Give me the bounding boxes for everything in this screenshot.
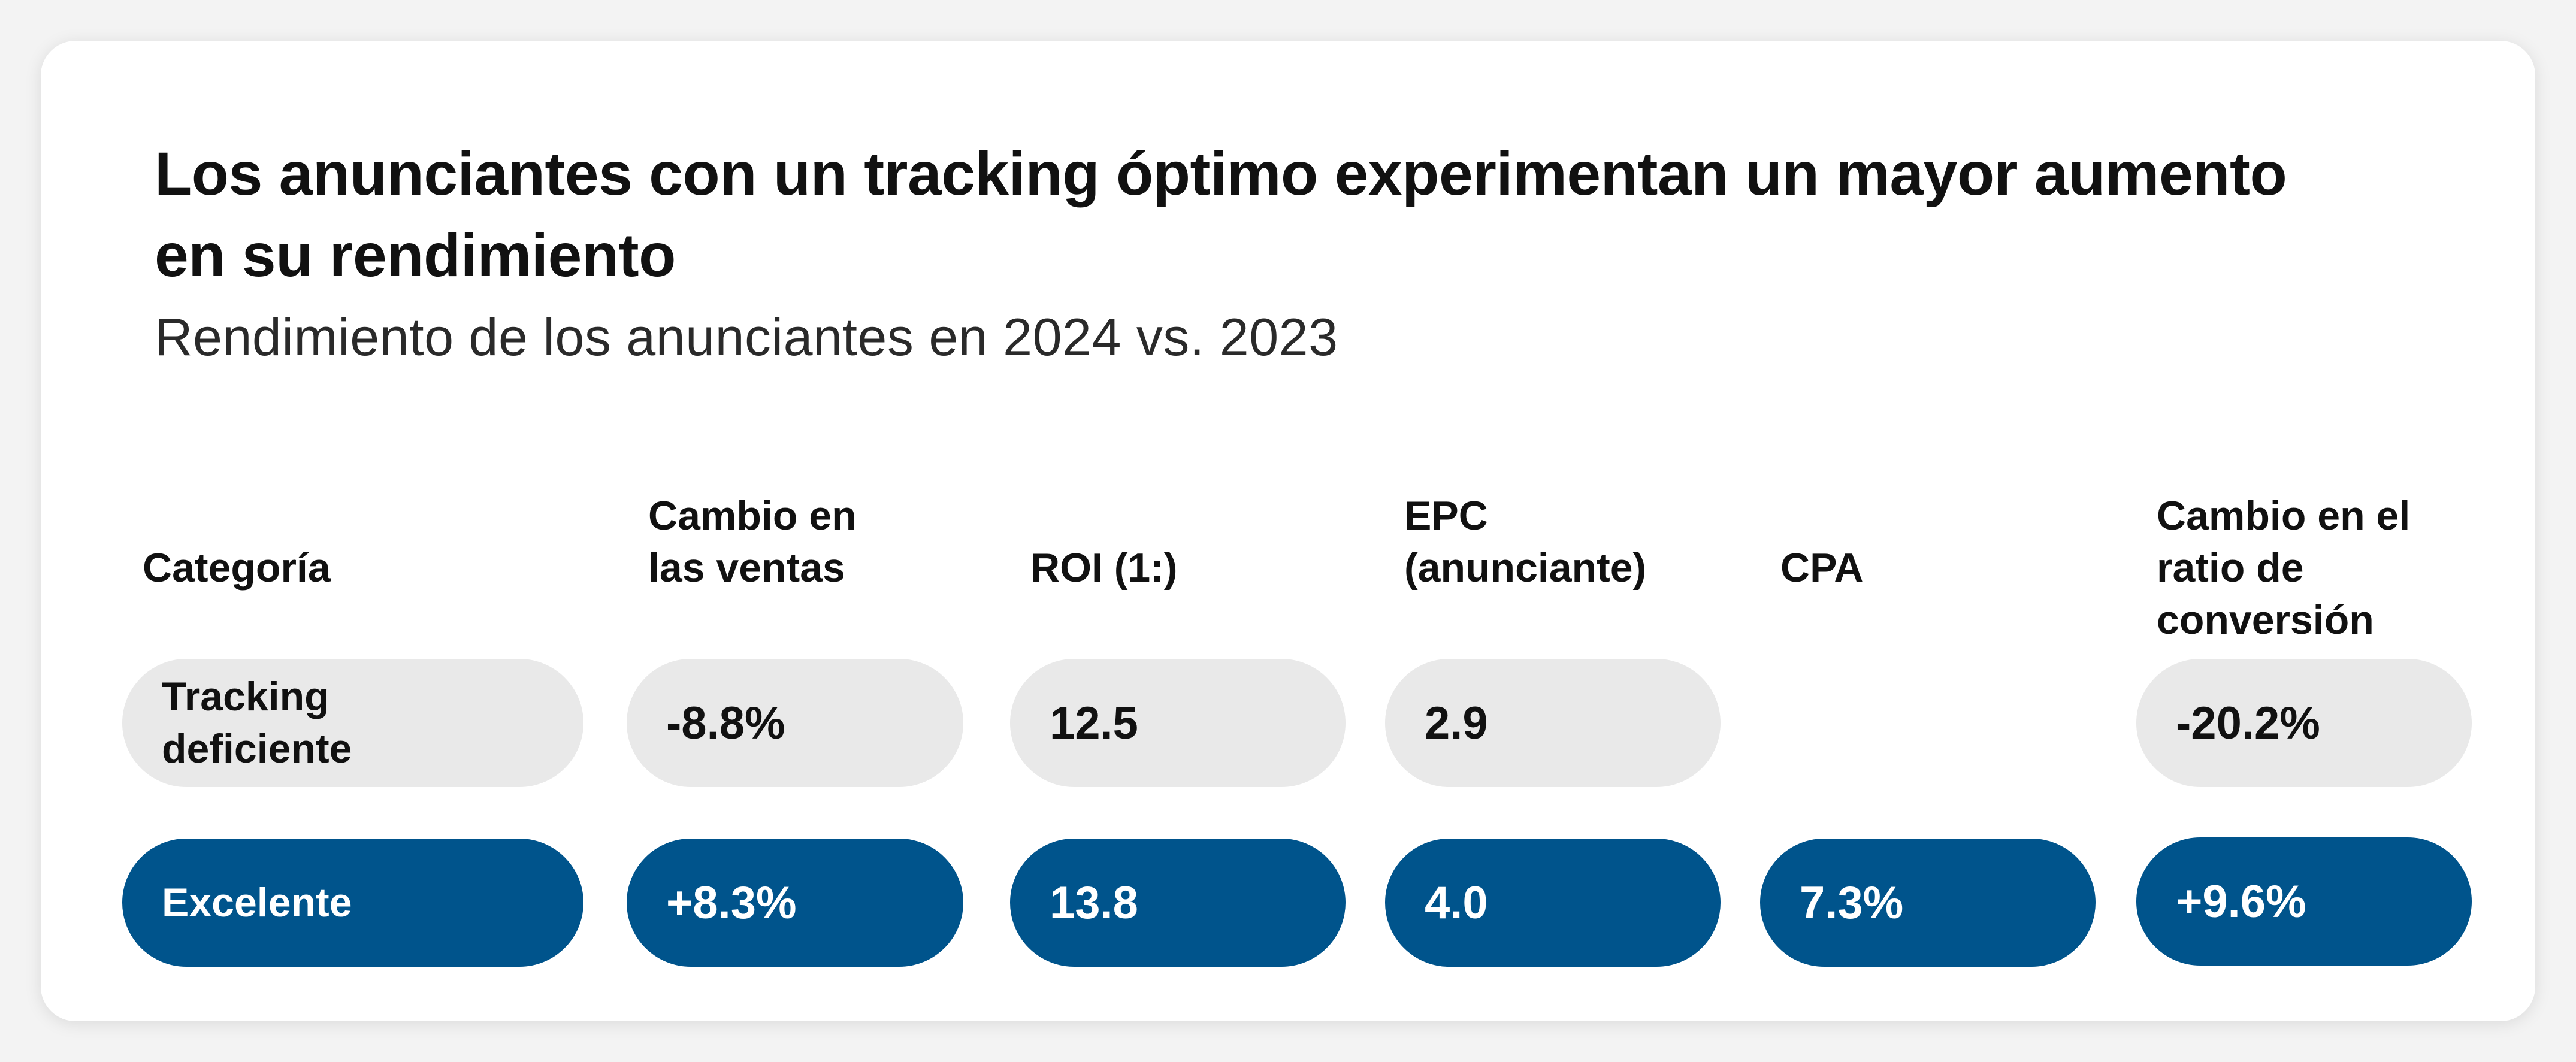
column-header-sales-change: Cambio en las ventas — [648, 493, 857, 591]
chart-subtitle: Rendimiento de los anunciantes en 2024 v… — [155, 307, 1338, 367]
column-header-category: Categoría — [143, 545, 331, 591]
column-header-conversion-change: Cambio en el ratio de conversión — [2157, 493, 2411, 643]
row-excellent-cpa-cell: 7.3% — [1760, 839, 2096, 967]
row-excellent-conversion-change-cell: +9.6% — [2136, 837, 2472, 966]
column-header-epc: EPC (anunciante) — [1404, 493, 1647, 591]
row-poor-category-cell: Tracking deficiente — [122, 659, 583, 787]
row-excellent-category-cell: Excelente — [122, 839, 583, 967]
row-excellent-sales-change-cell: +8.3% — [627, 839, 963, 967]
row-poor-sales-change-cell: -8.8% — [627, 659, 963, 787]
row-poor-conversion-change-cell: -20.2% — [2136, 659, 2472, 787]
column-header-cpa: CPA — [1780, 545, 1864, 591]
chart-title: Los anunciantes con un tracking óptimo e… — [155, 140, 2287, 289]
row-excellent-epc-cell: 4.0 — [1385, 839, 1721, 967]
column-header-roi: ROI (1:) — [1030, 545, 1178, 591]
row-poor-epc-cell: 2.9 — [1385, 659, 1721, 787]
row-poor-roi-cell: 12.5 — [1010, 659, 1346, 787]
row-excellent-roi-cell: 13.8 — [1010, 839, 1346, 967]
